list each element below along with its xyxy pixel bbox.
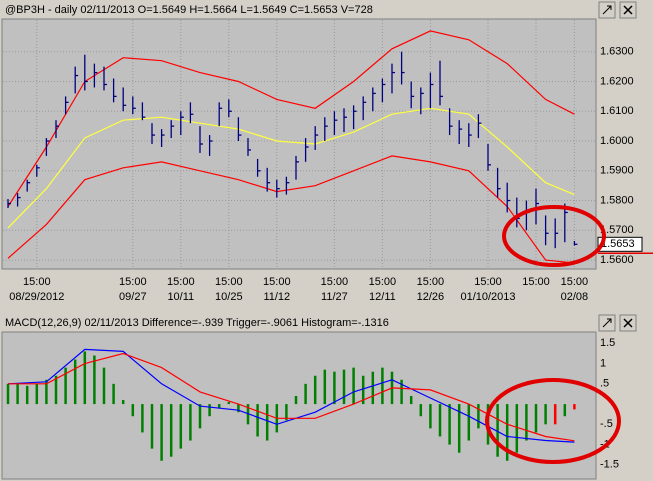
x-tick-date: 12/11	[369, 291, 396, 303]
x-tick-date: 09/27	[119, 291, 147, 303]
price-plot-area	[1, 18, 597, 270]
x-tick-date: 11/27	[321, 291, 348, 303]
x-tick-label: 15:00	[321, 276, 349, 288]
y-tick-label: 1.6300	[600, 46, 634, 58]
annotation-circle	[485, 378, 621, 464]
y-tick-label: 1.5700	[600, 224, 634, 236]
last-price-label: 1.5653	[601, 238, 635, 250]
x-tick-date: 10/25	[215, 291, 243, 303]
x-tick-label: 15:00	[474, 276, 502, 288]
x-tick-label: 15:00	[119, 276, 147, 288]
x-tick-label: 15:00	[215, 276, 243, 288]
close-icon	[623, 318, 633, 328]
x-tick-label: 15:00	[522, 276, 550, 288]
last-price-box	[597, 236, 643, 252]
x-tick-date: 08/29/2012	[9, 291, 64, 303]
y-tick-label: 1	[600, 357, 606, 369]
x-tick-label: 15:00	[167, 276, 195, 288]
x-tick-label: 15:00	[561, 276, 589, 288]
x-tick-date: 12/26	[417, 291, 445, 303]
y-tick-label: 1.6000	[600, 135, 634, 147]
y-tick-label: -.5	[600, 418, 613, 430]
x-tick-label: 15:00	[263, 276, 291, 288]
y-tick-label: 1.5600	[600, 254, 634, 266]
line-middle	[7, 107, 575, 229]
macd-title: MACD(12,26,9) 02/11/2013 Difference=-.93…	[5, 317, 389, 329]
x-tick-date: 11/12	[263, 291, 290, 303]
y-tick-label: .5	[600, 378, 609, 390]
line-lower	[7, 155, 575, 264]
y-tick-label: 1.5	[600, 337, 615, 349]
x-tick-date: 01/10/2013	[460, 291, 515, 303]
x-tick-label: 15:00	[23, 276, 51, 288]
price-title: @BP3H - daily 02/11/2013 O=1.5649 H=1.56…	[5, 4, 373, 16]
maximize-icon	[602, 318, 612, 328]
x-tick-date: 10/11	[167, 291, 194, 303]
y-tick-label: 1.5800	[600, 194, 634, 206]
close-icon	[623, 5, 633, 15]
y-tick-label: 1.6100	[600, 105, 634, 117]
x-tick-date: 02/08	[561, 291, 589, 303]
annotation-circle	[502, 205, 606, 267]
x-tick-label: 15:00	[369, 276, 397, 288]
y-tick-label: -1.5	[600, 459, 619, 471]
x-tick-label: 15:00	[417, 276, 445, 288]
maximize-icon	[602, 5, 612, 15]
y-tick-label: 1.6200	[600, 75, 634, 87]
y-tick-label: 1.5900	[600, 165, 634, 177]
plot-layer: 1.6300 1.6200 1.6100 1.6000 1.5900 1.5800 1.57…	[3, 20, 653, 471]
